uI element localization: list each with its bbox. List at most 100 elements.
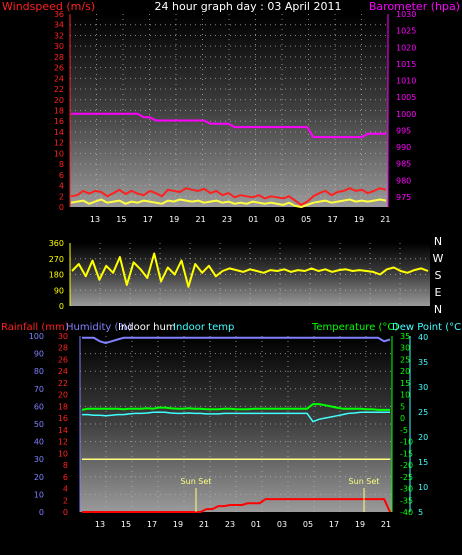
rainfall-tick-label: 4	[63, 485, 68, 494]
graph-title: 24 hour graph day : 03 April 2011	[155, 0, 342, 13]
temperature-tick-label: 30	[400, 344, 410, 353]
windspeed-tick-label: 22	[54, 85, 64, 94]
temperature-axis-label: Temperature (°C)	[311, 322, 398, 333]
temperature-line	[81, 403, 390, 411]
windspeed-tick-label: 16	[54, 117, 64, 126]
humidity-tick-label: 40	[34, 438, 44, 447]
x-tick-label: 13	[95, 520, 105, 529]
dewpoint-tick-label: 10	[418, 483, 428, 492]
temperature-tick-label: -15	[400, 449, 413, 458]
x-tick-label: 17	[329, 520, 339, 529]
humidity-tick-label: 20	[34, 473, 44, 482]
temperature-tick-label: -5	[400, 426, 408, 435]
windspeed-tick-label: 2	[59, 192, 64, 201]
rainfall-tick-label: 14	[58, 426, 68, 435]
barometer-tick-label: 1005	[396, 93, 416, 102]
humidity-tick-label: 90	[34, 350, 44, 359]
windspeed-tick-label: 8	[59, 160, 64, 169]
dewpoint-tick-label: 5	[418, 508, 423, 517]
rainfall-axis-label: Rainfall (mm)	[1, 322, 69, 333]
direction-tick-label: 270	[49, 255, 64, 264]
dewpoint-line	[82, 411, 390, 423]
rainfall-tick-label: 10	[58, 449, 68, 458]
humidity-tick-label: 80	[34, 367, 44, 376]
windspeed-tick-label: 34	[54, 21, 64, 30]
dewpoint-tick-label: 20	[418, 433, 428, 442]
temperature-tick-label: 20	[400, 367, 410, 376]
x-tick-label: 15	[116, 215, 126, 224]
windspeed-tick-label: 36	[54, 10, 64, 19]
x-tick-label: 19	[354, 215, 364, 224]
sunset-label: Sun Set	[181, 477, 212, 486]
x-tick-label: 19	[169, 215, 179, 224]
windspeed-tick-label: 0	[59, 203, 64, 212]
barometer-tick-label: 1000	[396, 110, 416, 119]
indoor-temp-label: Indoor temp	[173, 322, 234, 333]
x-tick-label: 23	[222, 215, 232, 224]
humidity-tick-label: 50	[34, 420, 44, 429]
rainfall-tick-label: 22	[58, 379, 68, 388]
gust-line	[70, 198, 387, 208]
barometer-tick-label: 985	[396, 160, 411, 169]
temperature-tick-label: 5	[400, 402, 405, 411]
wind-direction-line	[71, 252, 429, 288]
dewpoint-tick-label: 35	[418, 358, 428, 367]
barometer-line	[71, 112, 386, 139]
x-tick-label: 03	[275, 215, 285, 224]
windspeed-tick-label: 4	[59, 182, 64, 191]
compass-label: N	[434, 235, 442, 248]
indoor-hum-label: Indoor hum	[118, 322, 176, 333]
rainfall-tick-label: 26	[58, 355, 68, 364]
temperature-tick-label: -35	[400, 496, 413, 505]
sunset-label: Sun Set	[349, 477, 380, 486]
x-tick-label: 05	[303, 520, 313, 529]
temperature-tick-label: -30	[400, 485, 413, 494]
windspeed-tick-label: 30	[54, 42, 64, 51]
barometer-tick-label: 1030	[396, 10, 416, 19]
compass-label: S	[435, 269, 442, 282]
rainfall-tick-label: 30	[58, 332, 68, 341]
rainfall-tick-label: 0	[63, 508, 68, 517]
rainfall-tick-label: 20	[58, 391, 68, 400]
temperature-tick-label: 15	[400, 379, 410, 388]
x-tick-label: 19	[355, 520, 365, 529]
direction-tick-label: 360	[49, 239, 64, 248]
temperature-tick-label: 35	[400, 332, 410, 341]
humidity-tick-label: 0	[39, 508, 44, 517]
x-tick-label: 13	[90, 215, 100, 224]
x-tick-label: 15	[121, 520, 131, 529]
temperature-tick-label: 25	[400, 355, 410, 364]
x-tick-label: 21	[196, 215, 206, 224]
compass-label: W	[433, 252, 444, 265]
direction-tick-label: 0	[59, 302, 64, 311]
windspeed-tick-label: 14	[54, 128, 64, 137]
x-tick-label: 19	[173, 520, 183, 529]
windspeed-tick-label: 28	[54, 53, 64, 62]
barometer-tick-label: 980	[396, 176, 411, 185]
windspeed-tick-label: 10	[54, 149, 64, 158]
x-tick-label: 23	[225, 520, 235, 529]
dewpoint-tick-label: 30	[418, 383, 428, 392]
x-tick-label: 01	[251, 520, 261, 529]
rainfall-tick-label: 2	[63, 496, 68, 505]
barometer-tick-label: 995	[396, 126, 411, 135]
humidity-tick-label: 60	[34, 402, 44, 411]
barometer-tick-label: 1015	[396, 60, 416, 69]
dewpoint-axis-label: Dew Point (°C)	[392, 322, 462, 333]
dewpoint-tick-label: 15	[418, 458, 428, 467]
barometer-tick-label: 990	[396, 143, 411, 152]
windspeed-axis-label: Windspeed (m/s)	[2, 0, 95, 13]
compass-label: N	[434, 303, 442, 316]
dewpoint-tick-label: 25	[418, 408, 428, 417]
barometer-tick-label: 1025	[396, 27, 416, 36]
rainfall-tick-label: 24	[58, 367, 68, 376]
temperature-tick-label: -10	[400, 438, 413, 447]
windspeed-tick-label: 12	[54, 139, 64, 148]
temperature-tick-label: -20	[400, 461, 413, 470]
humidity-axis-label: Humidity (%)	[66, 322, 132, 333]
humidity-tick-label: 100	[29, 332, 44, 341]
humidity-tick-label: 70	[34, 385, 44, 394]
windspeed-tick-label: 32	[54, 31, 64, 40]
direction-tick-label: 180	[49, 271, 64, 280]
